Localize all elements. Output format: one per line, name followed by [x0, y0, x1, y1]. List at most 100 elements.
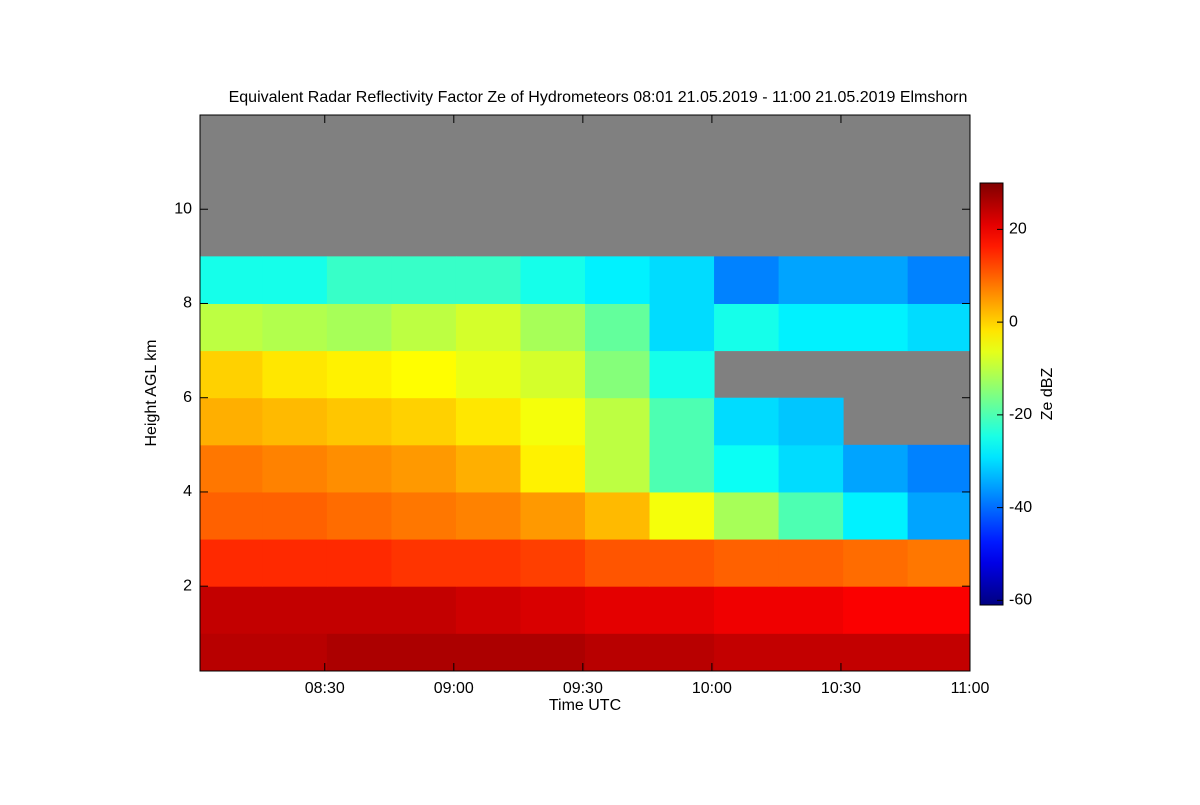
heatmap-cell — [262, 350, 328, 399]
heatmap-cell — [843, 586, 909, 634]
heatmap-cell — [649, 350, 715, 399]
y-tick-label: 4 — [183, 483, 192, 500]
heatmap-cell — [714, 539, 780, 587]
heatmap-cell — [200, 256, 263, 304]
heatmap-cell — [326, 350, 392, 399]
heatmap-cell — [455, 256, 521, 304]
heatmap-cell — [778, 397, 844, 446]
heatmap-cell — [843, 444, 909, 493]
heatmap-cell — [326, 397, 392, 446]
heatmap-cell — [907, 444, 970, 493]
heatmap-cell — [649, 539, 715, 587]
heatmap-cell — [907, 256, 970, 304]
heatmap-cell — [391, 539, 457, 587]
heatmap-cell — [200, 539, 263, 587]
x-tick-label: 10:00 — [692, 680, 732, 697]
heatmap-cell — [455, 303, 521, 352]
heatmap-cell — [585, 633, 651, 671]
colorbar-tick-label: -60 — [1009, 592, 1032, 609]
heatmap-cell — [200, 491, 263, 540]
colorbar-label: Ze dBZ — [1039, 368, 1056, 421]
heatmap-cell — [455, 633, 521, 671]
heatmap-cell — [455, 397, 521, 446]
heatmap-cell — [714, 491, 780, 540]
heatmap-cell — [907, 539, 970, 587]
heatmap-cell — [262, 586, 328, 634]
heatmap-cell — [391, 350, 457, 399]
heatmap-cell — [326, 256, 392, 304]
heatmap-cell — [714, 256, 780, 304]
heatmap-cell — [391, 303, 457, 352]
heatmap-cell — [455, 491, 521, 540]
heatmap-cell — [520, 256, 586, 304]
heatmap-cell — [262, 444, 328, 493]
heatmap-cell — [778, 444, 844, 493]
colorbar — [979, 182, 1004, 606]
y-tick-label: 6 — [183, 389, 192, 406]
heatmap-cell — [200, 633, 263, 671]
heatmap-cell — [907, 633, 970, 671]
heatmap-cell — [778, 539, 844, 587]
axes: 08:30 09:00 09:30 10:00 10:30 11:00 2 4 6 8 10 -60 -… — [174, 114, 1032, 697]
heatmap-cell — [649, 397, 715, 446]
heatmap-cell — [649, 633, 715, 671]
heatmap-cell — [520, 539, 586, 587]
heatmap-cell — [778, 586, 844, 634]
heatmap-cell — [262, 256, 328, 304]
x-tick-label: 10:30 — [821, 680, 861, 697]
heatmap-cell — [200, 303, 263, 352]
heatmap-cell — [520, 350, 586, 399]
heatmap-cell — [200, 397, 263, 446]
heatmap-cell — [585, 586, 651, 634]
colorbar-tick-label: 0 — [1009, 313, 1018, 330]
heatmap-cell — [778, 633, 844, 671]
heatmap-cell — [778, 303, 844, 352]
heatmap-cell — [649, 491, 715, 540]
heatmap-cell — [520, 491, 586, 540]
heatmap-cell — [326, 633, 392, 671]
heatmap-cell — [649, 586, 715, 634]
y-tick-label: 2 — [183, 577, 192, 594]
heatmap-cell — [649, 444, 715, 493]
heatmap-cell — [326, 586, 392, 634]
x-tick-label: 11:00 — [951, 680, 990, 697]
y-axis-label: Height AGL km — [143, 339, 160, 446]
heatmap-cell — [262, 491, 328, 540]
colorbar-tick-label: -20 — [1009, 406, 1032, 423]
y-tick-label: 8 — [183, 295, 192, 312]
x-tick-label: 09:30 — [563, 680, 603, 697]
heatmap-cell — [907, 586, 970, 634]
heatmap-cell — [843, 491, 909, 540]
plot-frame — [199, 114, 971, 672]
heatmap-cell — [520, 303, 586, 352]
heatmap-cell — [200, 586, 263, 634]
y-tick-label: 10 — [174, 200, 192, 217]
heatmap-cell — [585, 256, 651, 304]
chart-title: Equivalent Radar Reflectivity Factor Ze … — [229, 89, 968, 106]
x-axis-label: Time UTC — [549, 697, 621, 714]
heatmap-cell — [520, 397, 586, 446]
heatmap-cell — [391, 397, 457, 446]
heatmap-cell — [455, 586, 521, 634]
heatmap-cell — [455, 350, 521, 399]
colorbar-tick-label: -40 — [1009, 499, 1032, 516]
heatmap-cell — [262, 539, 328, 587]
heatmap-cell — [326, 491, 392, 540]
heatmap-cell — [843, 256, 909, 304]
heatmap-cell — [843, 539, 909, 587]
heatmap-cell — [520, 586, 586, 634]
heatmap-cell — [262, 397, 328, 446]
heatmap-cell — [520, 633, 586, 671]
x-tick-label: 09:00 — [434, 680, 474, 697]
heatmap-cell — [326, 303, 392, 352]
heatmap-cell — [585, 444, 651, 493]
heatmap-cell — [455, 444, 521, 493]
heatmap-cell — [907, 491, 970, 540]
heatmap-cell — [714, 586, 780, 634]
heatmap-cell — [262, 303, 328, 352]
heatmap-cell — [200, 350, 263, 399]
heatmap-cell — [262, 633, 328, 671]
heatmap-cell — [714, 444, 780, 493]
heatmap-cell — [455, 539, 521, 587]
